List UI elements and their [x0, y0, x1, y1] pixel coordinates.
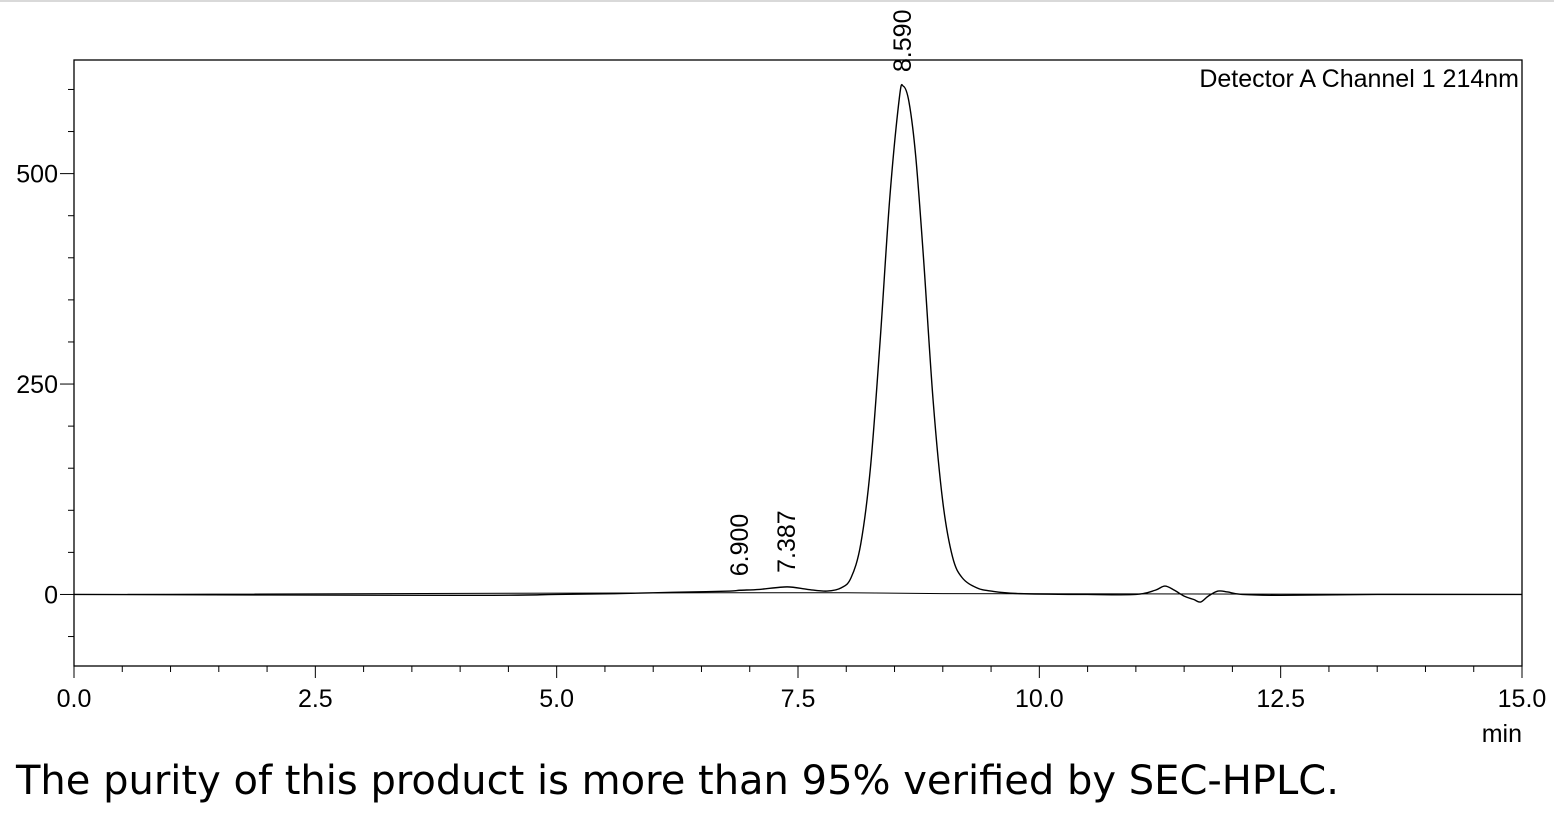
y-tick-label: 250 [16, 371, 58, 399]
axis-ticks [60, 88, 1523, 678]
x-tick-label: 2.5 [298, 685, 333, 713]
x-tick-label: 12.5 [1256, 685, 1305, 713]
peak-label: 8.590 [889, 10, 917, 73]
tick-labels: 0.0 2.5 5.0 7.5 10.0 12.5 15.0 0 250 500 [16, 161, 1546, 713]
chart-title: Detector A Channel 1 214nm [1199, 65, 1519, 93]
x-tick-label: 5.0 [539, 685, 574, 713]
peak-labels: 6.900 7.387 8.590 [726, 10, 917, 577]
peak-label: 6.900 [726, 514, 754, 577]
x-tick-label: 0.0 [57, 685, 92, 713]
peak-label: 7.387 [773, 510, 801, 573]
integration-baseline [73, 592, 1523, 595]
x-axis-label: min [1482, 720, 1522, 748]
plot-frame [73, 59, 1523, 667]
x-tick-label: 7.5 [781, 685, 816, 713]
x-tick-label: 15.0 [1498, 685, 1547, 713]
signal-trace [73, 83, 1523, 603]
x-tick-label: 10.0 [1015, 685, 1064, 713]
y-tick-label: 0 [44, 581, 58, 609]
purity-caption: The purity of this product is more than … [16, 758, 1339, 804]
y-tick-label: 500 [16, 161, 58, 189]
